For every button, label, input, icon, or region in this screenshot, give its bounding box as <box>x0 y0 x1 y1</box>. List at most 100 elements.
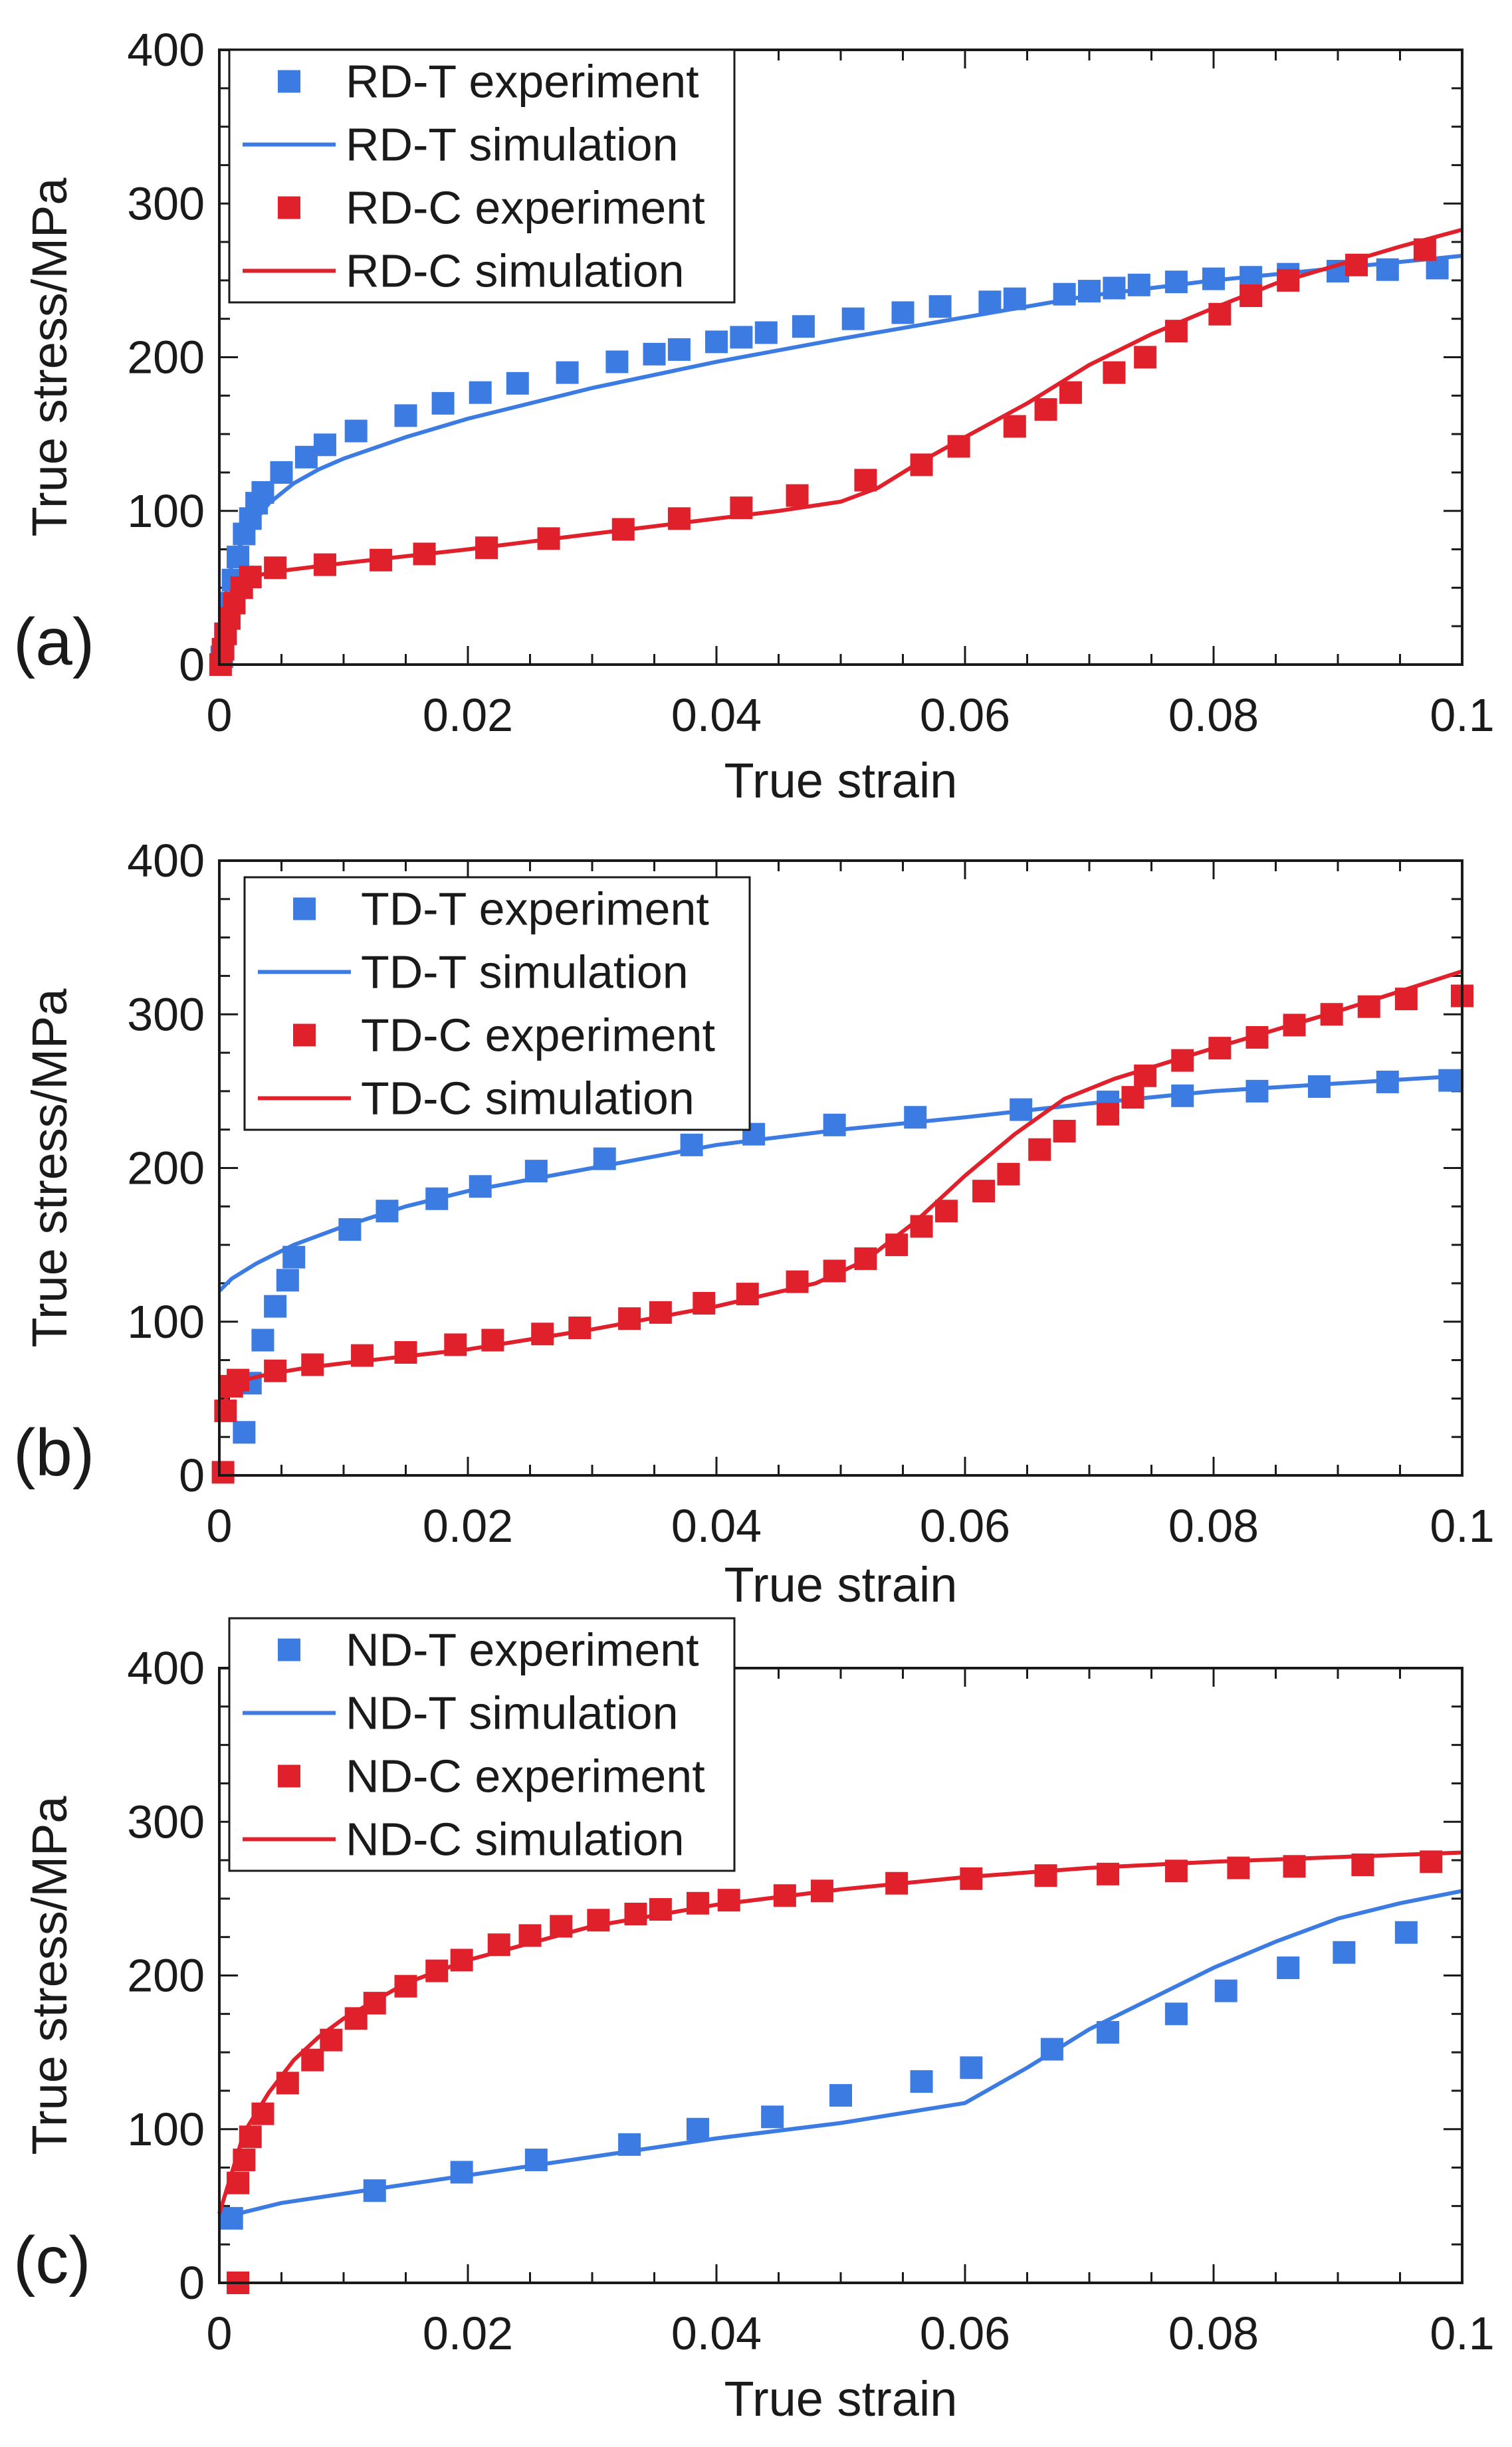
x-tick-label: 0 <box>207 1500 233 1552</box>
legend-marker-td-t-experiment <box>293 897 316 920</box>
data-point-nd-t-experiment <box>686 2117 709 2141</box>
data-point-td-t-experiment <box>1245 1079 1269 1103</box>
data-point-rd-t-experiment <box>754 321 778 344</box>
legend-box <box>243 876 751 1131</box>
data-point-rd-t-experiment <box>643 342 666 366</box>
data-point-nd-t-experiment <box>829 2083 852 2107</box>
y-tick-label: 300 <box>127 177 205 229</box>
data-point-rd-t-experiment <box>667 338 691 361</box>
data-point-rd-t-experiment <box>344 419 368 443</box>
legend-marker-td-c-experiment <box>293 1023 316 1047</box>
x-tick-label: 0 <box>207 689 233 741</box>
x-tick-label: 0 <box>207 2307 233 2359</box>
legend-label: ND-C experiment <box>346 1751 705 1802</box>
x-axis-title: True strain <box>724 753 958 808</box>
chart-panel-a: 0 0.02 0.04 0.06 0.08 0.1 0 100 200 300 400 True st… <box>13 24 1495 808</box>
data-point-nd-t-experiment <box>960 2056 983 2079</box>
data-point-td-c-experiment <box>618 1307 641 1330</box>
data-point-rd-t-experiment <box>1127 273 1150 296</box>
legend-marker-rd-c-experiment <box>278 196 300 219</box>
panel-label: (a) <box>13 605 94 679</box>
y-tick-label: 400 <box>127 835 205 887</box>
legend-label: RD-C simulation <box>346 245 685 297</box>
data-point-td-c-experiment <box>910 1215 933 1238</box>
series-line-td-c-simulation <box>217 969 1463 1415</box>
legend-label: RD-T simulation <box>346 119 679 171</box>
data-point-rd-t-experiment <box>928 295 952 318</box>
x-tick-label: 0.02 <box>423 2307 513 2359</box>
data-point-td-c-experiment <box>1097 1103 1120 1126</box>
data-point-td-t-experiment <box>1438 1069 1461 1092</box>
x-tick-label: 0.06 <box>920 689 1010 741</box>
x-tick-label: 0.08 <box>1168 2307 1259 2359</box>
data-point-nd-c-experiment <box>717 1889 740 1912</box>
legend-box <box>228 49 736 304</box>
series-line-nd-c-simulation <box>217 1850 1463 2214</box>
data-point-td-c-experiment <box>972 1180 996 1203</box>
plot-frame <box>218 49 1463 666</box>
x-axis-title: True strain <box>724 1557 958 1612</box>
data-point-rd-t-experiment <box>841 307 865 330</box>
y-axis-title: True stress/MPa <box>22 1796 77 2155</box>
data-point-rd-t-experiment <box>556 361 579 384</box>
legend: RD-T experiment RD-T simulation RD-C exper… <box>228 49 736 304</box>
legend-label: RD-T experiment <box>346 56 699 108</box>
x-tick-label: 0.08 <box>1168 689 1259 741</box>
panel-label: (b) <box>13 1416 94 1490</box>
y-tick-label: 200 <box>127 1142 205 1194</box>
panel-label: (c) <box>13 2223 91 2297</box>
data-point-nd-t-experiment <box>1394 1921 1418 1944</box>
x-tick-label: 0.02 <box>423 1500 513 1552</box>
plot-frame <box>218 1667 1463 2284</box>
data-point-rd-c-experiment <box>1134 346 1157 369</box>
legend-marker-nd-t-experiment <box>278 1638 300 1661</box>
y-tick-label: 100 <box>127 2103 205 2155</box>
legend-marker-rd-t-experiment <box>278 70 300 93</box>
legend-marker-nd-c-experiment <box>278 1764 300 1788</box>
legend-label: TD-C simulation <box>361 1073 695 1124</box>
legend-box <box>228 1617 736 1872</box>
series-line-nd-t-simulation <box>218 1889 1463 2224</box>
series-group <box>209 227 1463 676</box>
y-tick-label: 200 <box>127 1950 205 2002</box>
plot-frame <box>218 859 1463 1477</box>
data-point-nd-t-experiment <box>910 2070 933 2093</box>
chart-panel-b: 0 0.02 0.04 0.06 0.08 0.1 0 100 200 300 400 True st… <box>13 835 1495 1612</box>
legend-label: TD-T simulation <box>361 946 689 998</box>
y-tick-label: 0 <box>179 1449 205 1501</box>
chart-panel-c: 0 0.02 0.04 0.06 0.08 0.1 0 100 200 300 400 True st… <box>13 1617 1495 2426</box>
data-point-rd-t-experiment <box>1164 270 1188 294</box>
data-point-rd-t-experiment <box>978 290 1002 314</box>
data-point-rd-t-experiment <box>891 301 915 324</box>
legend-label: ND-C simulation <box>346 1814 685 1865</box>
x-tick-label: 0.04 <box>671 1500 762 1552</box>
data-point-td-c-experiment <box>568 1317 592 1339</box>
data-point-nd-t-experiment <box>450 2161 473 2184</box>
data-point-rd-t-experiment <box>431 391 455 415</box>
series-group <box>217 1850 1463 2294</box>
x-tick-label: 0.06 <box>920 1500 1010 1552</box>
data-point-nd-t-experiment <box>761 2105 784 2129</box>
y-tick-label: 400 <box>127 24 205 76</box>
data-point-td-t-experiment <box>276 1269 299 1292</box>
data-point-nd-t-experiment <box>1333 1941 1356 1964</box>
x-tick-label: 0.1 <box>1430 1500 1494 1552</box>
legend-label: TD-C experiment <box>361 1010 715 1061</box>
data-point-rd-t-experiment <box>270 461 293 484</box>
y-tick-label: 200 <box>127 332 205 383</box>
data-point-rd-t-experiment <box>313 433 336 457</box>
x-tick-label: 0.02 <box>423 689 513 741</box>
data-point-nd-c-experiment <box>1034 1864 1057 1887</box>
legend: TD-T experiment TD-T simulation TD-C exper… <box>243 876 751 1131</box>
legend-label: TD-T experiment <box>361 883 709 935</box>
x-tick-label: 0.04 <box>671 689 762 741</box>
data-point-rd-c-experiment <box>786 484 809 507</box>
data-point-td-c-experiment <box>934 1200 958 1223</box>
data-point-td-c-experiment <box>997 1162 1020 1186</box>
x-tick-label: 0.04 <box>671 2307 762 2359</box>
legend-label: RD-C experiment <box>346 182 705 234</box>
x-tick-label: 0.06 <box>920 2307 1010 2359</box>
series-line-rd-c-simulation <box>217 227 1463 665</box>
data-point-td-t-experiment <box>251 1329 274 1352</box>
